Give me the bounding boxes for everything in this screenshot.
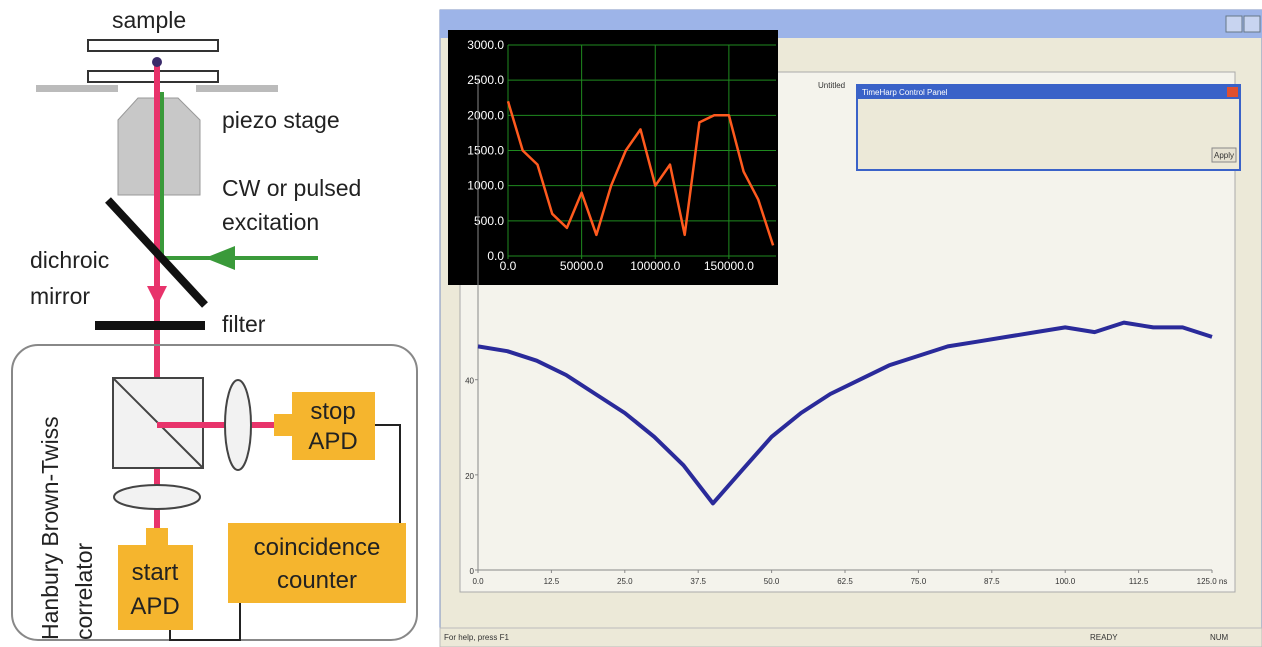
x-tick-label: 0.0 bbox=[500, 259, 517, 273]
status-text: For help, press F1 bbox=[444, 633, 509, 642]
label: excitation bbox=[222, 209, 319, 235]
x-tick-label: 50.0 bbox=[764, 577, 780, 586]
x-tick-label: 100000.0 bbox=[630, 259, 680, 273]
button-label: Apply bbox=[1214, 151, 1234, 160]
label: piezo stage bbox=[222, 107, 340, 133]
y-tick-label: 2000.0 bbox=[467, 108, 504, 122]
x-tick-label: 25.0 bbox=[617, 577, 633, 586]
label: counter bbox=[277, 567, 357, 594]
slide bbox=[87, 70, 219, 83]
status-bar bbox=[439, 627, 1262, 647]
label: correlator bbox=[71, 543, 97, 640]
status-text: NUM bbox=[1210, 633, 1229, 642]
detector bbox=[274, 414, 296, 436]
detector bbox=[292, 392, 375, 460]
trace bbox=[506, 100, 775, 246]
x-tick-label: 12.5 bbox=[544, 577, 560, 586]
x-tick-label: 112.5 bbox=[1129, 577, 1149, 586]
label: start bbox=[132, 559, 179, 586]
window-button[interactable] bbox=[1225, 15, 1243, 33]
status-text: READY bbox=[1090, 633, 1118, 642]
filter bbox=[95, 321, 205, 330]
label: APD bbox=[130, 593, 179, 620]
dichroic-mirror bbox=[105, 197, 208, 308]
lens bbox=[224, 379, 252, 471]
lens bbox=[113, 484, 201, 510]
plot-label: Untitled bbox=[818, 81, 845, 90]
label: CW or pulsed bbox=[222, 175, 361, 201]
label: Hanbury Brown-Twiss bbox=[37, 416, 63, 640]
y-tick-label: 1000.0 bbox=[467, 179, 504, 193]
x-tick-label: 75.0 bbox=[911, 577, 927, 586]
x-tick-label: 37.5 bbox=[690, 577, 706, 586]
x-tick-label: 0.0 bbox=[472, 577, 484, 586]
panel-title: TimeHarp Control Panel bbox=[862, 88, 948, 97]
label: coincidence bbox=[254, 534, 381, 561]
trace bbox=[477, 320, 1213, 506]
wire bbox=[375, 424, 401, 523]
label: stop bbox=[310, 398, 355, 425]
panel-title-bar bbox=[857, 85, 1240, 99]
x-tick-label: 87.5 bbox=[984, 577, 1000, 586]
inset-plot bbox=[448, 30, 778, 285]
label: sample bbox=[112, 7, 186, 33]
stage bbox=[36, 85, 118, 92]
y-tick-label: 0 bbox=[470, 567, 475, 576]
y-tick-label: 20 bbox=[465, 472, 474, 481]
x-tick-label: 62.5 bbox=[837, 577, 853, 586]
close-button[interactable] bbox=[1227, 87, 1238, 97]
stage bbox=[196, 85, 278, 92]
y-tick-label: 40 bbox=[465, 377, 474, 386]
wire bbox=[169, 603, 241, 641]
particle bbox=[152, 57, 162, 67]
setup-diagram: sample piezo stage CW or pulsed excitati… bbox=[11, 7, 418, 641]
x-tick-label: 100.0 bbox=[1055, 577, 1076, 586]
detector bbox=[118, 545, 193, 630]
x-tick-label: 50000.0 bbox=[560, 259, 604, 273]
counter bbox=[228, 523, 406, 603]
slide bbox=[87, 39, 219, 52]
label: mirror bbox=[30, 283, 90, 309]
arrow bbox=[147, 286, 167, 306]
y-tick-label: 2500.0 bbox=[467, 73, 504, 87]
label: filter bbox=[222, 311, 266, 337]
app-window: Untitled TimeHarp Control Panel Apply Fo… bbox=[439, 9, 1262, 647]
control-panel bbox=[856, 84, 1241, 171]
label: APD bbox=[308, 428, 357, 455]
x-tick-label: 150000.0 bbox=[704, 259, 754, 273]
detector bbox=[146, 528, 168, 548]
arrow bbox=[205, 246, 235, 270]
label: dichroic bbox=[30, 247, 109, 273]
y-tick-label: 500.0 bbox=[474, 214, 504, 228]
window-button[interactable] bbox=[1243, 15, 1261, 33]
y-tick-label: 0.0 bbox=[487, 249, 504, 263]
y-tick-label: 3000.0 bbox=[467, 38, 504, 52]
y-tick-label: 1500.0 bbox=[467, 144, 504, 158]
x-tick-label: 125.0 ns bbox=[1197, 577, 1228, 586]
apply-button[interactable] bbox=[1211, 147, 1237, 163]
